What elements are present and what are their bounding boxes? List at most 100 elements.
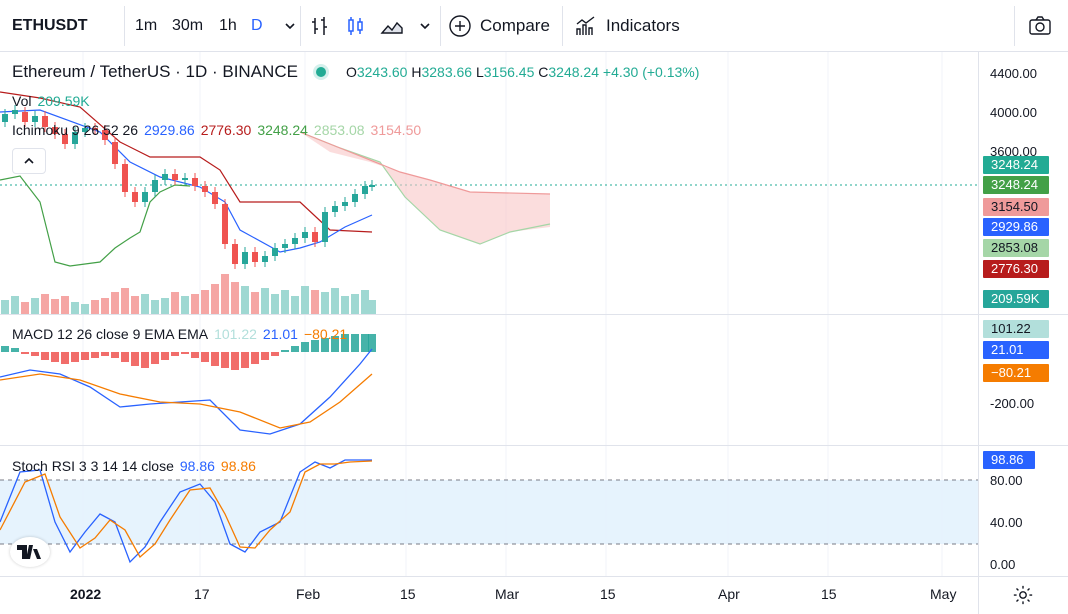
volume-legend[interactable]: Vol 209.59K (12, 93, 90, 109)
candle-body (369, 185, 375, 187)
volume-bar (368, 300, 376, 314)
pane-divider-macd[interactable] (0, 314, 1068, 315)
indicators-label: Indicators (606, 16, 680, 35)
time-axis-label: 15 (821, 586, 837, 602)
ichimoku-legend[interactable]: Ichimoku 9 26 52 26 2929.86 2776.30 3248… (12, 122, 421, 138)
candle-body (322, 212, 328, 242)
candle-body (172, 174, 178, 180)
tradingview-logo-mark (17, 545, 41, 559)
indicators-button[interactable]: Indicators (574, 0, 680, 52)
area-style-button[interactable] (380, 0, 404, 52)
candle-body (52, 127, 58, 134)
volume-bar (51, 299, 59, 314)
interval-dropdown-button[interactable] (278, 0, 302, 52)
low-label: L (475, 64, 484, 80)
bars-style-button[interactable] (308, 0, 332, 52)
candle-body (202, 186, 208, 192)
compare-button[interactable]: Compare (448, 0, 550, 52)
macd-histogram-bar (81, 352, 89, 360)
candle-body (332, 206, 338, 212)
chevron-down-icon (420, 23, 430, 30)
candle-body (312, 232, 318, 242)
gear-icon (1013, 585, 1033, 605)
macd-scale-label: -200.00 (990, 396, 1035, 411)
candle-body (62, 134, 68, 144)
price-scale-border (978, 52, 979, 614)
candle-body (192, 178, 198, 186)
time-axis-label: Apr (718, 586, 740, 602)
camera-icon (1029, 16, 1051, 35)
tradingview-logo-icon[interactable] (10, 537, 50, 567)
candle-body (242, 252, 248, 264)
candle-body (222, 204, 228, 244)
ichimoku-lagging-value: 3248.24 (257, 122, 308, 138)
macd-histogram-bar (231, 352, 239, 370)
area-style-icon (380, 21, 403, 34)
candle-body (132, 192, 138, 202)
volume-bar (321, 292, 329, 314)
chart-settings-button[interactable] (1012, 584, 1034, 612)
volume-bar (81, 304, 89, 314)
volume-bar (341, 296, 349, 314)
symbol-legend: Ethereum / TetherUS · 1D · BINANCE O3243… (12, 62, 699, 82)
candle-body (212, 192, 218, 204)
volume-label: Vol (12, 93, 32, 109)
macd-histogram-bar (1, 346, 9, 352)
stoch-rsi-label: Stoch RSI 3 3 14 14 close (12, 458, 174, 474)
candle-body (152, 180, 158, 192)
candle-body (292, 238, 298, 244)
macd-histogram-bar (141, 352, 149, 368)
candle-body (22, 112, 28, 122)
interval-1h-button[interactable]: 1h (219, 17, 237, 34)
macd-histogram-bar (171, 352, 179, 356)
volume-bar (151, 300, 159, 314)
macd-histogram-bar (241, 352, 249, 368)
change-value: +4.30 (+0.13%) (602, 64, 700, 80)
candle-body (352, 194, 358, 202)
chart-style-dropdown-button[interactable] (413, 0, 437, 52)
market-status-icon (315, 67, 326, 77)
volume-bar (61, 296, 69, 314)
close-value: 3248.24 (548, 64, 599, 80)
volume-bar (351, 294, 359, 314)
symbol-search-button[interactable]: ETHUSDT (12, 17, 88, 34)
low-value: 3156.45 (483, 64, 535, 80)
macd-line (0, 348, 373, 435)
macd-signal-tag: −80.21 (983, 364, 1049, 382)
macd-histogram-bar (341, 334, 349, 352)
screenshot-button[interactable] (1028, 0, 1052, 52)
volume-bar (41, 294, 49, 314)
volume-bar (231, 282, 239, 314)
price-chart-canvas[interactable] (0, 52, 978, 614)
macd-histogram-bar (221, 352, 229, 368)
macd-histogram-bar (211, 352, 219, 366)
macd-histogram-bar (11, 348, 19, 352)
macd-histogram-bar (51, 352, 59, 362)
price-scale-label: 4000.00 (990, 105, 1037, 120)
volume-bar (161, 298, 169, 314)
time-axis-label: 15 (400, 586, 416, 602)
stoch-rsi-legend[interactable]: Stoch RSI 3 3 14 14 close 98.86 98.86 (12, 458, 256, 474)
interval-30m-button[interactable]: 30m (172, 17, 204, 34)
macd-histogram-bar (361, 334, 369, 352)
macd-legend[interactable]: MACD 12 26 close 9 EMA EMA 101.22 21.01 … (12, 326, 347, 342)
candle-body (32, 116, 38, 122)
volume-bar (101, 298, 109, 314)
collapse-legend-button[interactable] (12, 148, 46, 174)
volume-bar (211, 284, 219, 314)
interval-d-button[interactable]: D (251, 17, 263, 34)
indicators-icon (576, 16, 595, 35)
chart-area[interactable]: Ethereum / TetherUS · 1D · BINANCE O3243… (0, 52, 1068, 614)
macd-histogram-bar (191, 352, 199, 358)
interval-1m-button[interactable]: 1m (135, 17, 158, 34)
ohlc-values: O3243.60 H3283.66 L3156.45 C3248.24 +4.3… (346, 64, 699, 80)
macd-histogram-bar (331, 336, 339, 352)
macd-label: MACD 12 26 close 9 EMA EMA (12, 326, 209, 342)
macd-histogram-bar (291, 346, 299, 352)
macd-histogram-bar (131, 352, 139, 366)
macd-histogram-tag: 101.22 (983, 320, 1049, 338)
candles-style-button[interactable] (344, 0, 368, 52)
ichimoku-base-value: 2776.30 (200, 122, 252, 138)
pane-divider-stoch[interactable] (0, 445, 1068, 446)
high-value: 3283.66 (421, 64, 473, 80)
